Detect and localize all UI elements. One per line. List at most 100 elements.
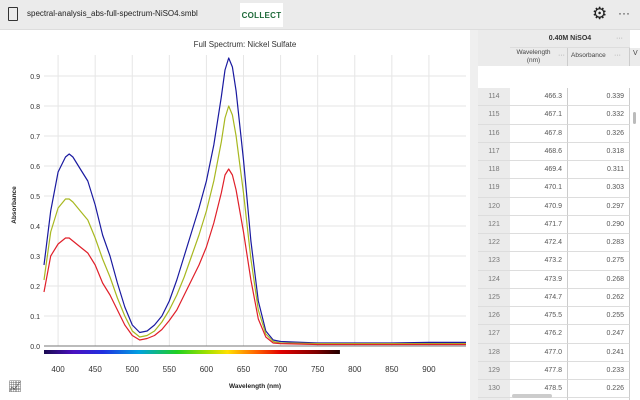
absorbance-cell[interactable]: 0.275 (568, 252, 630, 271)
visible-spectrum-bar (44, 350, 340, 354)
row-number: 117 (478, 142, 510, 161)
row-number: 115 (478, 106, 510, 125)
row-number: 129 (478, 361, 510, 380)
wavelength-cell[interactable]: 477.0 (510, 343, 568, 362)
gear-icon[interactable]: ⚙ (592, 4, 608, 23)
y-tick-label: 0.1 (30, 314, 40, 321)
vertical-scrollbar[interactable] (633, 112, 636, 124)
absorbance-cell[interactable]: 0.290 (568, 215, 630, 234)
wavelength-cell[interactable]: 466.3 (510, 88, 568, 107)
x-tick-label: 400 (51, 365, 65, 374)
row-number: 131 (478, 398, 510, 400)
dataset-name: 0.40M NiSO4 (510, 30, 630, 48)
wavelength-cell[interactable]: 472.4 (510, 234, 568, 253)
x-axis-label: Wavelength (nm) (229, 383, 281, 390)
chart-title: Full Spectrum: Nickel Sulfate (194, 40, 297, 49)
wavelength-cell[interactable]: 474.7 (510, 288, 568, 307)
spectrum-chart[interactable]: 400 450 500 550 600 650 700 750 800 850 900 0.0 0.1 0… (0, 30, 470, 400)
absorbance-cell[interactable]: 0.339 (568, 88, 630, 107)
absorbance-cell[interactable]: 0.303 (568, 179, 630, 198)
collect-button[interactable]: COLLECT (240, 3, 283, 27)
y-tick-label: 0.5 (30, 194, 40, 201)
y-tick-label: 0.4 (30, 224, 40, 231)
wavelength-header[interactable]: Wavelength (nm) (510, 48, 568, 66)
wavelength-cell[interactable]: 473.9 (510, 270, 568, 289)
y-axis-label: Absorbance (11, 186, 18, 224)
next-column-header[interactable]: V (630, 48, 640, 66)
absorbance-menu-icon[interactable]: ··· (614, 52, 621, 59)
absorbance-cell[interactable]: 0.241 (568, 343, 630, 362)
x-tick-label: 500 (126, 365, 140, 374)
x-tick-label: 650 (237, 365, 251, 374)
wavelength-cell[interactable]: 471.7 (510, 215, 568, 234)
wavelength-cell[interactable]: 476.2 (510, 325, 568, 344)
x-tick-label: 450 (88, 365, 102, 374)
row-number: 122 (478, 234, 510, 253)
absorbance-cell[interactable]: 0.217 (568, 398, 630, 400)
row-number: 124 (478, 270, 510, 289)
absorbance-cell[interactable]: 0.255 (568, 307, 630, 326)
series-line-3 (43, 168, 466, 346)
wavelength-cell[interactable]: 479.3 (510, 398, 568, 400)
y-tick-label: 0.0 (30, 344, 40, 351)
x-tick-label: 850 (385, 365, 399, 374)
x-tick-label: 600 (200, 365, 214, 374)
row-number: 125 (478, 288, 510, 307)
y-tick-label: 0.2 (30, 284, 40, 291)
absorbance-cell[interactable]: 0.262 (568, 288, 630, 307)
row-number: 123 (478, 252, 510, 271)
wavelength-cell[interactable]: 475.5 (510, 307, 568, 326)
header-corner (478, 30, 510, 66)
row-number: 116 (478, 124, 510, 143)
row-number: 118 (478, 161, 510, 180)
row-number: 114 (478, 88, 510, 107)
y-tick-label: 0.6 (30, 164, 40, 171)
file-icon (8, 7, 18, 21)
wavelength-cell[interactable]: 470.9 (510, 197, 568, 216)
y-tick-label: 0.7 (30, 134, 40, 141)
absorbance-cell[interactable]: 0.233 (568, 361, 630, 380)
y-tick-label: 0.3 (30, 254, 40, 261)
graph-tools-icon[interactable]: 📈︎ (8, 381, 22, 393)
wavelength-cell[interactable]: 477.8 (510, 361, 568, 380)
wavelength-cell[interactable]: 468.6 (510, 142, 568, 161)
wavelength-cell[interactable]: 473.2 (510, 252, 568, 271)
row-number: 127 (478, 325, 510, 344)
absorbance-cell[interactable]: 0.318 (568, 142, 630, 161)
wavelength-cell[interactable]: 470.1 (510, 179, 568, 198)
row-number: 130 (478, 380, 510, 399)
wavelength-cell[interactable]: 467.1 (510, 106, 568, 125)
row-number: 121 (478, 215, 510, 234)
x-tick-label: 700 (274, 365, 288, 374)
horizontal-scrollbar[interactable] (512, 394, 552, 398)
series-line-1 (43, 57, 466, 344)
absorbance-cell[interactable]: 0.297 (568, 197, 630, 216)
dataset-menu-icon[interactable]: ··· (616, 35, 623, 42)
absorbance-header[interactable]: Absorbance (568, 48, 630, 66)
absorbance-cell[interactable]: 0.332 (568, 106, 630, 125)
more-icon[interactable]: ··· (618, 6, 630, 20)
y-tick-label: 0.9 (30, 74, 40, 81)
row-number: 119 (478, 179, 510, 198)
data-table[interactable]: 114 466.3 0.339 115 467.1 0.332 116 467.8 0.326 1… (478, 30, 640, 400)
file-name: spectral-analysis_abs-full-spectrum-NiSO… (27, 9, 198, 18)
absorbance-cell[interactable]: 0.268 (568, 270, 630, 289)
x-tick-label: 800 (348, 365, 362, 374)
row-number: 128 (478, 343, 510, 362)
absorbance-cell[interactable]: 0.283 (568, 234, 630, 253)
wavelength-menu-icon[interactable]: ··· (558, 52, 565, 59)
row-number: 126 (478, 307, 510, 326)
absorbance-cell[interactable]: 0.226 (568, 380, 630, 399)
divider (470, 30, 478, 400)
x-tick-label: 550 (163, 365, 177, 374)
absorbance-cell[interactable]: 0.247 (568, 325, 630, 344)
x-tick-label: 750 (311, 365, 325, 374)
absorbance-cell[interactable]: 0.311 (568, 161, 630, 180)
wavelength-cell[interactable]: 469.4 (510, 161, 568, 180)
series-line-2 (43, 105, 466, 345)
y-tick-label: 0.8 (30, 104, 40, 111)
absorbance-cell[interactable]: 0.326 (568, 124, 630, 143)
top-bar: spectral-analysis_abs-full-spectrum-NiSO… (0, 0, 640, 30)
wavelength-cell[interactable]: 467.8 (510, 124, 568, 143)
row-number: 120 (478, 197, 510, 216)
